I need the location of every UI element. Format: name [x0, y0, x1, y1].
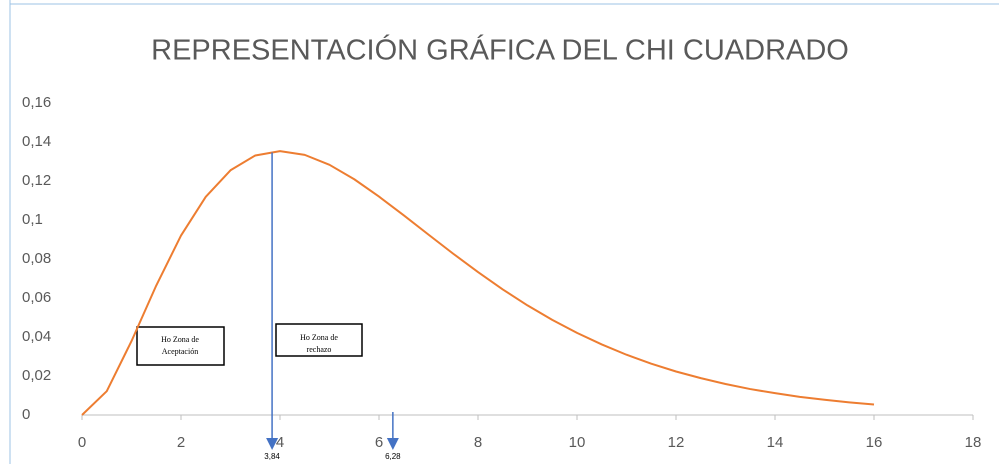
y-tick-label: 0: [22, 406, 30, 423]
y-tick-label: 0,1: [22, 211, 43, 228]
marker-arrowhead: [266, 438, 279, 450]
x-tick-label: 18: [965, 434, 982, 451]
marker-label: 6,28: [385, 452, 401, 461]
marker-arrowhead: [386, 438, 399, 450]
y-tick-label: 0,14: [22, 133, 51, 150]
y-tick-label: 0,16: [22, 94, 51, 111]
y-tick-label: 0,02: [22, 367, 51, 384]
chart-title: REPRESENTACIÓN GRÁFICA DEL CHI CUADRADO: [151, 34, 849, 67]
annotation-box: [275, 323, 363, 357]
marker-label: 3,84: [264, 452, 280, 461]
x-tick-label: 2: [177, 434, 185, 451]
x-tick-label: 14: [767, 434, 784, 451]
x-tick-label: 16: [866, 434, 883, 451]
x-tick-label: 4: [276, 434, 284, 451]
x-tick-label: 6: [375, 434, 383, 451]
line-series: [81, 150, 875, 416]
annotation: Ho Zona de rechazo: [300, 333, 338, 354]
x-tick-label: 10: [569, 434, 586, 451]
y-tick-label: 0,08: [22, 250, 51, 267]
y-tick-label: 0,06: [22, 289, 51, 306]
y-tick-label: 0,04: [22, 328, 51, 345]
x-tick-label: 8: [474, 434, 482, 451]
annotation-box: [136, 326, 225, 366]
annotation: Ho Zona de Aceptación: [161, 335, 199, 356]
x-tick-label: 12: [668, 434, 685, 451]
y-tick-label: 0,12: [22, 172, 51, 189]
x-tick-label: 0: [78, 434, 86, 451]
